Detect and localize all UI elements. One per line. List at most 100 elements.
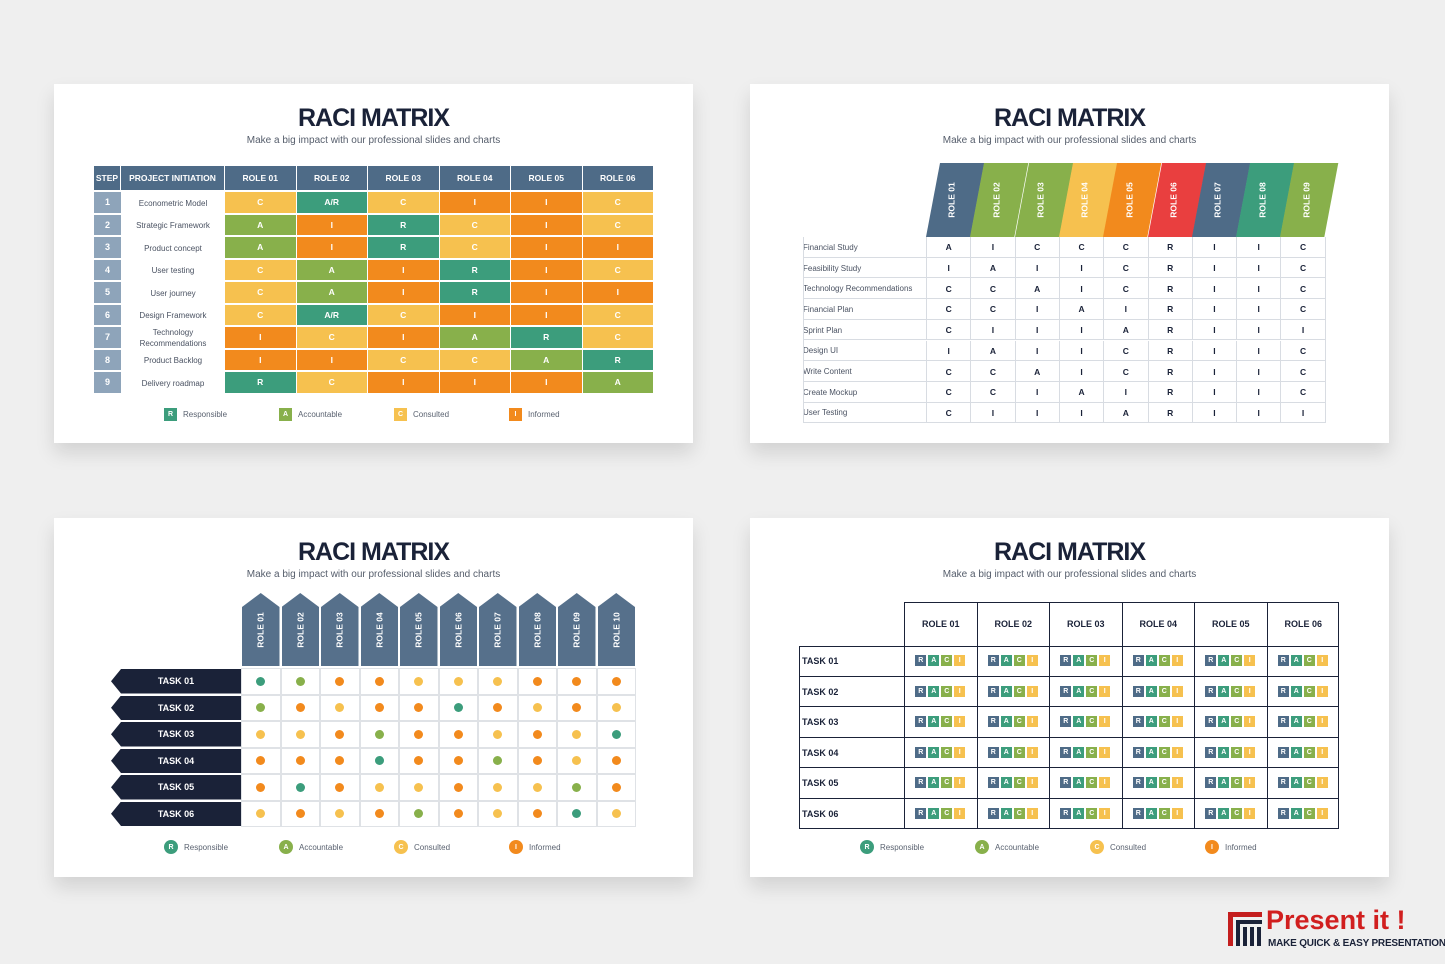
raci-box: A (1289, 776, 1303, 790)
role-header-shape (1147, 163, 1206, 237)
raci-dot (611, 729, 621, 739)
raci-cell: I (1236, 257, 1280, 279)
raci-dot (256, 782, 266, 792)
raci-box: A (1072, 745, 1086, 759)
task-label: User Testing (803, 408, 848, 418)
raci-box: A (927, 654, 941, 668)
legend-label: Responsible (183, 410, 228, 419)
slide-3: RACI MATRIX Make a big impact with our p… (54, 518, 693, 877)
raci-dot (532, 756, 542, 766)
raci-box: R (914, 776, 928, 790)
raci-cell: C (225, 192, 297, 215)
raci-cell: R (1147, 278, 1192, 300)
role-header: ROLE 07 (1196, 163, 1240, 237)
raci-dot (532, 676, 542, 686)
raci-box: C (1302, 806, 1316, 820)
raci-box: I (953, 745, 967, 759)
role-header: ROLE 05 (1107, 163, 1151, 237)
raci-dot (611, 676, 621, 686)
col-divider (976, 737, 978, 768)
raci-dot (493, 782, 503, 792)
raci-box: A (1072, 715, 1086, 729)
raci-dot (493, 703, 503, 713)
legend-item: A Accountable (279, 408, 342, 421)
raci-box: I (953, 806, 967, 820)
role-header: ROLE 04 (1121, 602, 1195, 646)
raci-box: I (1243, 684, 1257, 698)
raci-box: I (1170, 684, 1184, 698)
matrix-cell (438, 774, 478, 801)
slide-2: RACI MATRIX Make a big impact with our p… (750, 84, 1389, 443)
role-header: ROLE 10 (597, 593, 635, 666)
raci-cell: I (1014, 381, 1059, 403)
raci-box: A (1144, 806, 1158, 820)
col-divider (976, 798, 978, 829)
raci-cell: C (225, 282, 297, 305)
role-header: ROLE 09 (1284, 163, 1328, 237)
raci-box: I (1243, 776, 1257, 790)
matrix-cell (517, 721, 557, 748)
raci-dot (572, 809, 582, 819)
task-label: TASK 04 (802, 747, 839, 758)
raci-cell: A (970, 340, 1014, 362)
raci-cell: C (582, 304, 654, 327)
matrix-cell (399, 721, 439, 748)
role-header: ROLE 02 (296, 166, 368, 190)
legend-item: C Consulted (394, 840, 450, 854)
legend-label: Responsible (184, 842, 229, 852)
raci-dot (611, 782, 621, 792)
slide-subtitle: Make a big impact with our professional … (942, 135, 1197, 146)
legend-label: Consulted (414, 842, 451, 852)
task-label: Strategic Framework (136, 221, 210, 231)
raci-box: C (1012, 776, 1026, 790)
raci-box: C (1302, 745, 1316, 759)
table-row (803, 278, 1325, 300)
role-header: ROLE 04 (1063, 163, 1107, 237)
raci-box: C (940, 654, 954, 668)
raci-cell: I (1191, 257, 1236, 279)
legend-swatch: A (279, 840, 293, 854)
step-number: 4 (94, 259, 121, 282)
raci-box: C (940, 806, 954, 820)
legend-label: Informed (528, 410, 560, 419)
raci-cell: C (1280, 237, 1324, 258)
raci-box: A (1144, 684, 1158, 698)
task-label: User testing (151, 266, 195, 276)
raci-box: A (999, 776, 1013, 790)
raci-dot (453, 782, 463, 792)
role-header-fill (1103, 163, 1162, 237)
raci-cell: I (1103, 299, 1147, 320)
row-divider (799, 706, 1339, 707)
matrix-cell (438, 694, 478, 721)
slide-1: RACI MATRIX Make a big impact with our p… (54, 84, 693, 443)
raci-cell: I (1103, 381, 1147, 403)
raci-cell: I (511, 192, 583, 215)
raci-box: C (1085, 654, 1099, 668)
raci-cell: C (225, 259, 297, 282)
col-divider (904, 707, 905, 738)
raci-box: R (1059, 684, 1073, 698)
role-header-label: ROLE 03 (1035, 182, 1046, 218)
table-row (803, 341, 1325, 362)
raci-dot (414, 782, 424, 792)
matrix-cell (557, 721, 597, 748)
role-header-label: ROLE 09 (571, 611, 582, 648)
raci-box: I (1098, 745, 1112, 759)
col-divider (1194, 676, 1195, 707)
task-label: TASK 06 (802, 808, 839, 819)
legend-label: Accountable (299, 842, 344, 852)
raci-box: I (1243, 806, 1257, 820)
raci-dot (414, 703, 424, 713)
raci-cell: I (439, 192, 511, 215)
task-label: Financial Study (803, 242, 858, 252)
